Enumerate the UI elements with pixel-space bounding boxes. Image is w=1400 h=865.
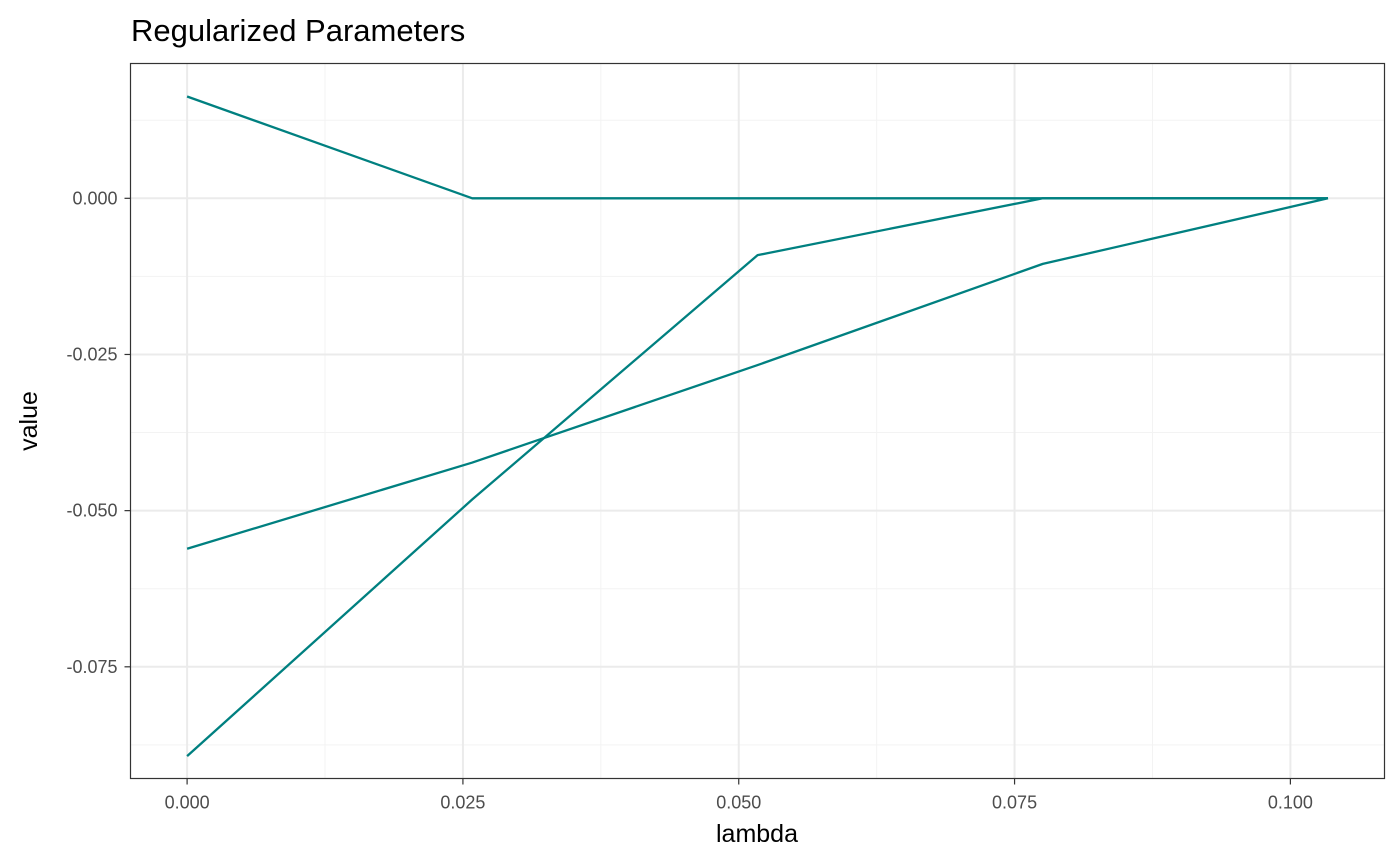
- x-axis-title: lambda: [716, 820, 798, 848]
- x-tick-label: 0.025: [440, 793, 485, 813]
- y-tick-label: -0.050: [66, 501, 117, 521]
- x-tick-label: 0.075: [992, 793, 1037, 813]
- series-line-2: [186, 197, 1329, 550]
- chart-title: Regularized Parameters: [131, 13, 465, 48]
- x-tick-label: 0.100: [1268, 793, 1313, 813]
- y-tick-label: -0.075: [66, 657, 117, 677]
- x-tick-label: 0.000: [165, 793, 210, 813]
- plot-series: [186, 95, 1329, 757]
- plot-panel-border: [129, 62, 1386, 780]
- y-tick-label: 0.000: [72, 188, 117, 208]
- y-axis-title: value: [15, 391, 43, 451]
- axis-ticks: 0.000 0.025 0.050 0.075 0.100 0.000 -0.025 -0.0…: [66, 188, 1312, 812]
- y-tick-label: -0.025: [66, 344, 117, 364]
- series-line-3: [186, 197, 1329, 757]
- x-tick-label: 0.050: [716, 793, 761, 813]
